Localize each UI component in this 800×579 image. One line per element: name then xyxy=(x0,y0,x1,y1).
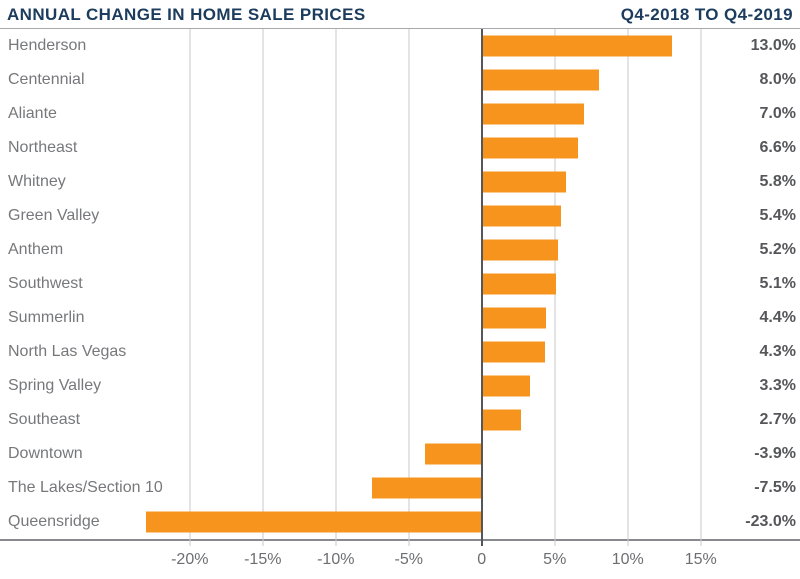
category-label: Green Valley xyxy=(8,207,100,224)
bar xyxy=(481,137,579,159)
gridline xyxy=(262,29,264,546)
bar xyxy=(481,375,530,397)
bar xyxy=(481,273,557,295)
category-label: Aliante xyxy=(8,105,57,122)
chart-header: ANNUAL CHANGE IN HOME SALE PRICES Q4-201… xyxy=(0,0,800,29)
bar-row: Queensridge -23.0% xyxy=(0,505,800,539)
gridline xyxy=(189,29,191,546)
gridline xyxy=(408,29,410,546)
category-label: Centennial xyxy=(8,71,85,88)
category-label: Northeast xyxy=(8,139,78,156)
bar-row: Whitney 5.8% xyxy=(0,165,800,199)
x-tick-label: -5% xyxy=(394,551,423,568)
value-label: -7.5% xyxy=(754,479,796,496)
bar-row: North Las Vegas 4.3% xyxy=(0,335,800,369)
bar-row: Green Valley 5.4% xyxy=(0,199,800,233)
value-label: 5.4% xyxy=(759,207,796,224)
chart-period: Q4-2018 TO Q4-2019 xyxy=(620,5,793,24)
bar xyxy=(481,409,522,431)
chart-title: ANNUAL CHANGE IN HOME SALE PRICES xyxy=(7,5,366,24)
bar-rows: Henderson 13.0% Centennial 8.0% Aliante 7.0% N… xyxy=(0,29,800,539)
value-label: 2.7% xyxy=(759,411,796,428)
category-label: Henderson xyxy=(8,37,87,54)
value-label: -23.0% xyxy=(745,513,796,530)
gridline xyxy=(700,29,702,546)
category-label: Southeast xyxy=(8,411,81,428)
x-axis: -20% -15% -10% -5% 0 5% 10% 15% xyxy=(0,541,800,577)
category-label: Spring Valley xyxy=(8,377,102,394)
bar-row: Southwest 5.1% xyxy=(0,267,800,301)
value-label: 5.1% xyxy=(759,275,796,292)
category-label: Downtown xyxy=(8,445,83,462)
x-tick-label: 15% xyxy=(684,551,717,568)
category-label: Southwest xyxy=(8,275,83,292)
category-label: Queensridge xyxy=(8,513,100,530)
bar xyxy=(481,307,546,329)
value-label: 3.3% xyxy=(759,377,796,394)
bar-row: Southeast 2.7% xyxy=(0,403,800,437)
bar xyxy=(481,341,545,363)
x-tick-label: 10% xyxy=(611,551,644,568)
bar xyxy=(424,443,482,465)
bar-row: The Lakes/Section 10 -7.5% xyxy=(0,471,800,505)
x-tick-label: -20% xyxy=(171,551,209,568)
value-label: 5.2% xyxy=(759,241,796,258)
bar xyxy=(372,477,482,499)
bar-row: Aliante 7.0% xyxy=(0,97,800,131)
bar-row: Summerlin 4.4% xyxy=(0,301,800,335)
bar xyxy=(481,205,561,227)
bar-row: Downtown -3.9% xyxy=(0,437,800,471)
value-label: -3.9% xyxy=(754,445,796,462)
category-label: The Lakes/Section 10 xyxy=(8,479,163,496)
bar-row: Anthem 5.2% xyxy=(0,233,800,267)
x-tick-label: 0 xyxy=(477,551,487,568)
zero-axis-line xyxy=(480,29,483,546)
bar-row: Spring Valley 3.3% xyxy=(0,369,800,403)
category-label: North Las Vegas xyxy=(8,343,127,360)
category-label: Summerlin xyxy=(8,309,85,326)
bar-row: Henderson 13.0% xyxy=(0,29,800,63)
value-label: 4.4% xyxy=(759,309,796,326)
category-label: Whitney xyxy=(8,173,66,190)
gridline xyxy=(335,29,337,546)
bar-row: Centennial 8.0% xyxy=(0,63,800,97)
value-label: 5.8% xyxy=(759,173,796,190)
bar xyxy=(481,103,584,125)
value-label: 8.0% xyxy=(759,71,796,88)
bar xyxy=(481,35,672,57)
x-tick-label: -15% xyxy=(244,551,282,568)
bar xyxy=(481,171,567,193)
plot-area: Henderson 13.0% Centennial 8.0% Aliante 7.0% N… xyxy=(0,29,800,546)
value-label: 6.6% xyxy=(759,139,796,156)
value-label: 13.0% xyxy=(750,37,796,54)
category-label: Anthem xyxy=(8,241,64,258)
x-tick-label: -10% xyxy=(317,551,355,568)
value-label: 4.3% xyxy=(759,343,796,360)
gridline xyxy=(627,29,629,546)
bar xyxy=(481,69,599,91)
bar xyxy=(145,511,482,533)
value-label: 7.0% xyxy=(759,105,796,122)
x-tick-label: 5% xyxy=(543,551,567,568)
bar-row: Northeast 6.6% xyxy=(0,131,800,165)
bar xyxy=(481,239,558,261)
